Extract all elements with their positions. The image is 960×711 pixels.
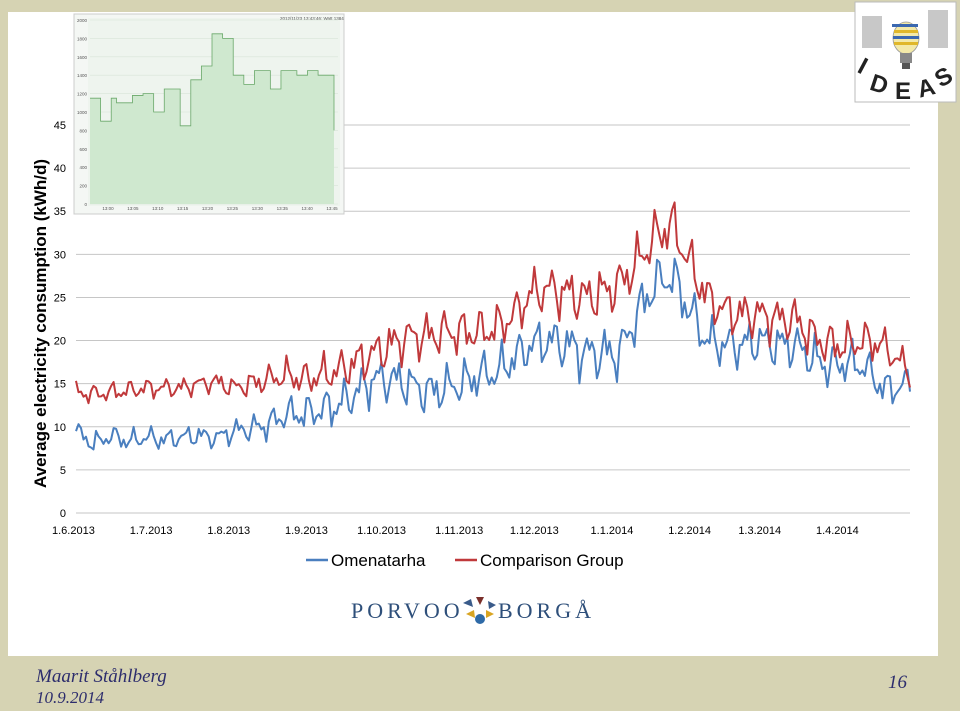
x-tick-label: 1.8.2013 [207, 525, 250, 537]
inset-x-tick-label: 13:15 [177, 206, 189, 211]
inset-y-tick-label: 400 [79, 165, 87, 170]
ideas-building-right [928, 10, 948, 48]
logo-borga: BORGÅ [498, 598, 595, 623]
inset-y-tick-label: 2000 [77, 18, 88, 23]
x-tick-label: 1.11.2013 [435, 525, 483, 537]
inset-y-tick-label: 1600 [77, 55, 88, 60]
author-name: Maarit Ståhlberg [36, 666, 167, 687]
legend-label-omenatarha: Omenatarha [331, 551, 426, 570]
inset-x-tick-label: 13:20 [202, 206, 214, 211]
x-tick-label: 1.4.2014 [816, 525, 859, 537]
page-number: 16 [888, 672, 907, 693]
inset-y-tick-label: 800 [79, 128, 87, 133]
x-axis-ticks: 1.6.2013 1.7.2013 1.8.2013 1.9.2013 1.10.201… [52, 525, 859, 537]
legend-label-comparison: Comparison Group [480, 551, 624, 570]
inset-y-tick-label: 1200 [77, 92, 88, 97]
y-tick-label: 35 [54, 206, 66, 218]
inset-x-tick-label: 13:45 [326, 206, 338, 211]
y-tick-label: 40 [54, 163, 66, 175]
inset-x-tick-label: 13:40 [301, 206, 313, 211]
y-tick-label: 15 [54, 379, 66, 391]
inset-x-tick-label: 13:30 [252, 206, 264, 211]
inset-y-tick-label: 1800 [77, 36, 88, 41]
y-tick-label: 0 [60, 508, 66, 520]
ideas-bulb-icon [892, 21, 920, 69]
legend: Omenatarha Comparison Group [306, 551, 624, 570]
y-tick-label: 5 [60, 465, 66, 477]
x-tick-label: 1.3.2014 [738, 525, 781, 537]
y-tick-label: 30 [54, 249, 66, 261]
x-tick-label: 1.6.2013 [52, 525, 95, 537]
y-axis-ticks: 0 5 10 15 20 25 30 35 40 45 [54, 120, 66, 520]
ideas-logo: I D E A S [853, 1, 957, 105]
inset-x-tick-label: 13:35 [277, 206, 289, 211]
inset-y-tick-label: 200 [79, 184, 87, 189]
inset-x-tick-label: 13:25 [227, 206, 239, 211]
presentation-date: 10.9.2014 [36, 688, 104, 707]
inset-y-tick-label: 1000 [77, 110, 88, 115]
series-line-omenatarha [75, 257, 911, 451]
inset-y-tick-label: 0 [84, 202, 87, 207]
y-tick-label: 20 [54, 336, 66, 348]
x-tick-label: 1.12.2013 [510, 525, 559, 537]
inset-line [90, 33, 335, 131]
inset-x-ticks: 13:00 13:05 13:10 13:15 13:20 13:25 13:30 13:35… [102, 206, 338, 211]
porvoo-borga-logo: PORVOO BORGÅ [351, 597, 595, 624]
ideas-letter-4: A [915, 73, 938, 103]
logo-porvoo: PORVOO [351, 598, 464, 623]
x-tick-label: 1.1.2014 [591, 525, 634, 537]
x-tick-label: 1.7.2013 [130, 525, 173, 537]
y-tick-label: 45 [54, 120, 66, 132]
porvoo-emblem-icon [463, 597, 496, 624]
y-tick-label: 25 [54, 292, 66, 304]
inset-x-tick-label: 13:05 [127, 206, 139, 211]
y-axis-label: Average electricity consumption (kWh/d) [31, 159, 50, 488]
inset-area-fill [90, 33, 334, 204]
y-tick-label: 10 [54, 422, 66, 434]
x-tick-label: 1.2.2014 [668, 525, 711, 537]
ideas-letter-3: E [895, 78, 911, 105]
inset-x-tick-label: 13:00 [102, 206, 114, 211]
inset-monitor-chart: 2012/11/23 13:43:46: Watt 1384 200018001… [73, 13, 345, 215]
x-tick-label: 1.9.2013 [285, 525, 328, 537]
ideas-building-left [862, 16, 882, 48]
inset-y-tick-label: 1400 [77, 73, 88, 78]
series-lines [75, 201, 911, 451]
inset-header: 2012/11/23 13:43:46: Watt 1384 [280, 16, 344, 21]
series-line-comparison-group [75, 201, 911, 405]
x-tick-label: 1.10.2013 [357, 525, 406, 537]
inset-y-tick-label: 600 [79, 147, 87, 152]
inset-x-tick-label: 13:10 [152, 206, 164, 211]
